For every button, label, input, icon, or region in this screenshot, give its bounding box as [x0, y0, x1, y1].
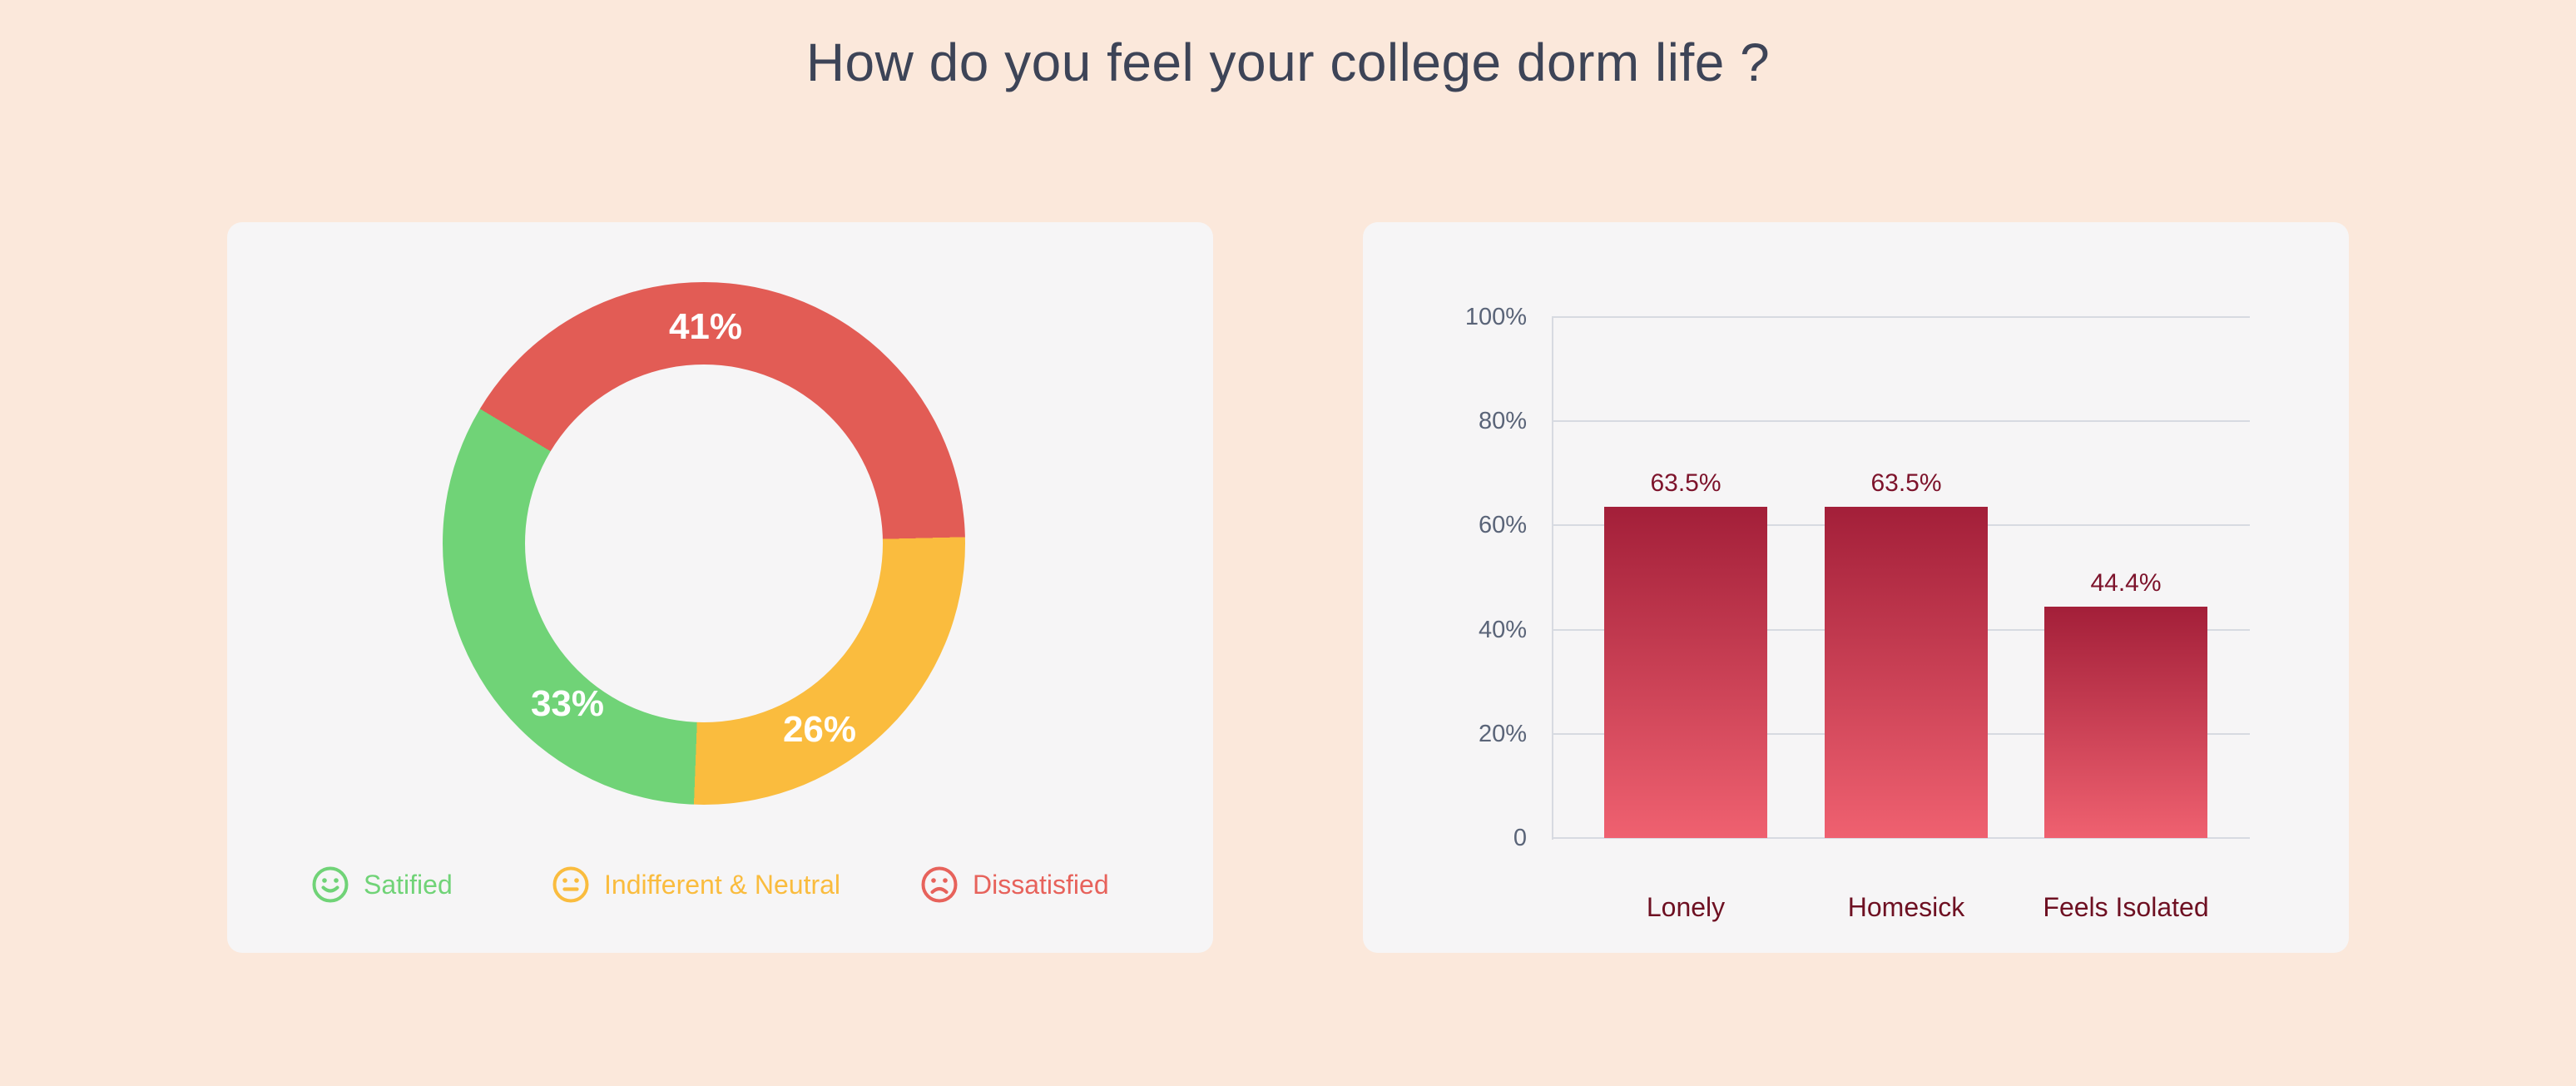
y-axis-line: [1552, 317, 1553, 840]
legend-item-dissatisfied: Dissatisfied: [919, 865, 1109, 905]
frown-face-icon: [921, 866, 958, 903]
bar-group-lonely: 63.5%: [1604, 469, 1767, 838]
x-label-feels-isolated: Feels Isolated: [2043, 892, 2209, 922]
donut-slice-label-neutral: 26%: [782, 709, 857, 750]
bar-homesick: [1825, 507, 1988, 838]
y-tick-80: 80%: [1478, 408, 1527, 434]
donut-slice-label-dissatisfied: 41%: [668, 306, 743, 347]
y-tick-40: 40%: [1478, 617, 1527, 643]
legend-item-neutral: Indifferent & Neutral: [551, 865, 840, 905]
bar-group-feels-isolated: 44.4%: [2044, 568, 2207, 838]
bar-value-label-homesick: 63.5%: [1870, 469, 1942, 497]
page-title: How do you feel your college dorm life ?: [805, 32, 1771, 92]
legend-label-dissatisfied: Dissatisfied: [973, 870, 1109, 900]
bar-feels-isolated: [2044, 607, 2207, 838]
smile-face-icon: [312, 866, 349, 903]
bar-value-label-feels-isolated: 44.4%: [2090, 569, 2162, 597]
x-label-lonely: Lonely: [1646, 892, 1726, 922]
y-tick-20: 20%: [1478, 721, 1527, 747]
y-tick-100: 100%: [1464, 304, 1527, 330]
legend-label-neutral: Indifferent & Neutral: [604, 870, 841, 900]
bar-group-homesick: 63.5%: [1825, 469, 1988, 838]
y-tick-0: 0: [1513, 825, 1527, 851]
legend-item-satisfied: Satified: [310, 865, 453, 905]
bar-value-label-lonely: 63.5%: [1650, 469, 1721, 497]
neutral-face-icon: [552, 866, 589, 903]
gridline-0: [1552, 837, 2250, 839]
gridline-100: [1552, 316, 2250, 318]
y-tick-60: 60%: [1478, 512, 1527, 538]
donut-slice-label-satisfied: 33%: [530, 683, 605, 724]
x-label-homesick: Homesick: [1847, 892, 1965, 922]
legend-label-satisfied: Satified: [364, 870, 453, 900]
satisfaction-donut-card: 41% 26% 33% Satified Indifferent & Neutr…: [227, 222, 1213, 953]
donut-hole: [525, 364, 883, 722]
bar-lonely: [1604, 507, 1767, 838]
feelings-bar-chart-card: 100% 80% 60% 40% 20% 0 63.5% 63.5% 44.4%…: [1363, 222, 2349, 953]
gridline-80: [1552, 420, 2250, 422]
